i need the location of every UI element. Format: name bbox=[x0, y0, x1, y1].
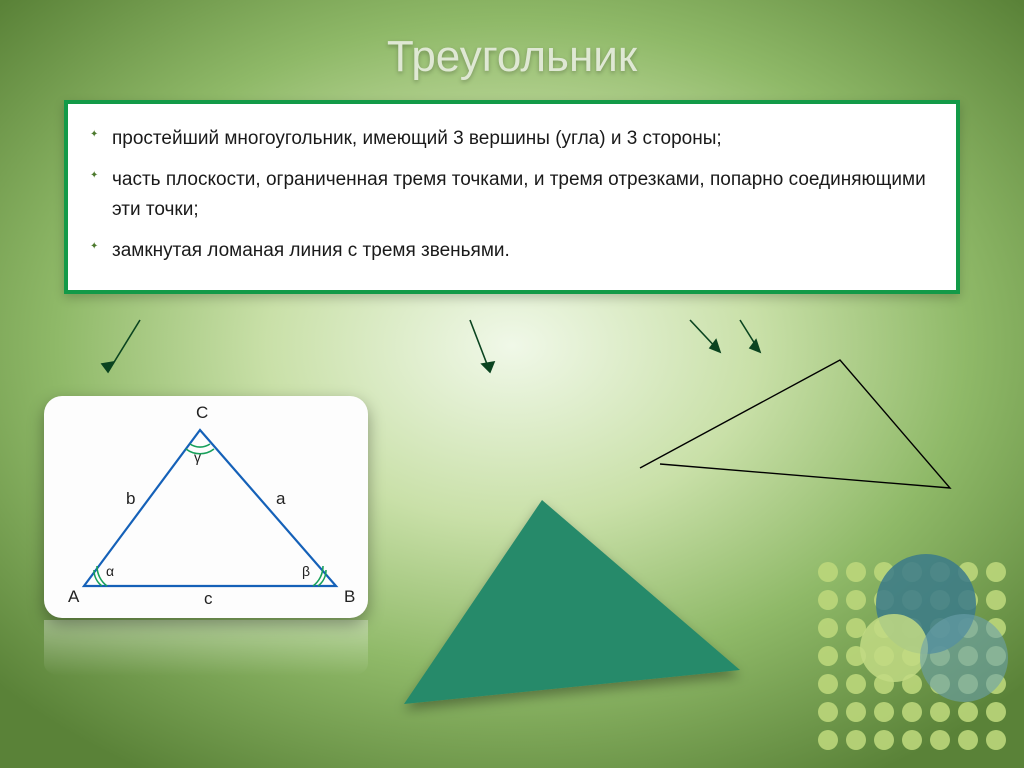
vertex-B-label: B bbox=[344, 587, 355, 606]
angle-beta-label: β bbox=[302, 563, 310, 579]
deco-circle bbox=[920, 614, 1008, 702]
vertex-A-label: A bbox=[68, 587, 80, 606]
labeled-triangle-card: A B C a b c α β γ bbox=[44, 396, 368, 618]
slide-title: Треугольник bbox=[0, 32, 1024, 82]
definition-item: простейший многоугольник, имеющий 3 верш… bbox=[90, 118, 934, 159]
slide: Треугольник простейший многоугольник, им… bbox=[0, 0, 1024, 768]
card-reflection bbox=[44, 620, 368, 676]
outline-triangle bbox=[600, 338, 970, 508]
definition-list: простейший многоугольник, имеющий 3 верш… bbox=[90, 118, 934, 272]
definition-item: замкнутая ломаная линия с тремя звеньями… bbox=[90, 230, 934, 271]
labeled-triangle-svg: A B C a b c α β γ bbox=[44, 396, 368, 618]
definition-box: простейший многоугольник, имеющий 3 верш… bbox=[64, 100, 960, 294]
deco-circle bbox=[860, 614, 928, 682]
corner-decoration bbox=[794, 538, 1024, 768]
definition-item: часть плоскости, ограниченная тремя точк… bbox=[90, 159, 934, 230]
vertex-C-label: C bbox=[196, 403, 208, 422]
side-a-label: a bbox=[276, 489, 286, 508]
angle-alpha-label: α bbox=[106, 563, 114, 579]
side-c-label: c bbox=[204, 589, 213, 608]
angle-gamma-label: γ bbox=[194, 449, 201, 465]
side-b-label: b bbox=[126, 489, 135, 508]
solid-triangle bbox=[386, 490, 756, 720]
